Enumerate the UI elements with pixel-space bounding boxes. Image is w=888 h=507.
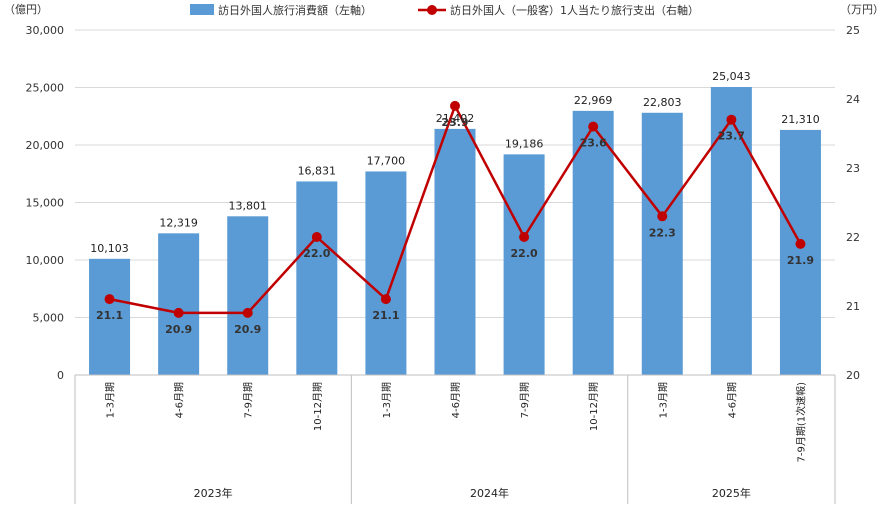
line-value-label: 23.7	[718, 130, 745, 143]
category-label: 4-6月期	[726, 382, 738, 418]
category-label: 7-9月期	[519, 382, 531, 418]
line-point	[242, 307, 253, 318]
category-label: 10-12月期	[588, 382, 600, 431]
left-axis-tick-label: 25,000	[26, 82, 65, 95]
bar-value-label: 12,319	[159, 216, 198, 229]
right-axis-tick-label: 22	[846, 231, 860, 244]
left-axis-tick-label: 10,000	[26, 254, 65, 267]
line-point	[450, 100, 460, 111]
bar-value-label: 17,700	[367, 154, 406, 167]
line-point	[588, 121, 599, 132]
legend-bar-label: 訪日外国人旅行消費額（左軸）	[218, 3, 372, 17]
line-value-label: 20.9	[165, 323, 192, 336]
bar-series	[89, 87, 821, 376]
line-point	[657, 211, 668, 222]
line-point	[311, 232, 322, 242]
line-point	[380, 294, 391, 305]
line-series	[104, 100, 806, 318]
right-axis-tick-label: 21	[846, 300, 860, 313]
right-axis-tick-label: 23	[846, 162, 860, 175]
bar-value-label: 25,043	[712, 70, 751, 83]
year-label: 2024年	[470, 486, 509, 500]
category-label: 7-9月期	[243, 382, 255, 418]
year-label: 2023年	[194, 486, 233, 500]
line-value-label: 23.6	[580, 137, 607, 150]
bar	[434, 128, 476, 375]
left-axis-tick-label: 5,000	[33, 312, 65, 325]
category-label: 10-12月期	[312, 382, 324, 431]
line-value-label: 23.9	[441, 116, 468, 129]
legend: 訪日外国人旅行消費額（左軸） 訪日外国人（一般客）1人当たり旅行支出（右軸）	[190, 3, 699, 17]
right-axis-tick-label: 25	[846, 24, 860, 37]
category-label: 4-6月期	[174, 382, 186, 418]
right-axis-tick-label: 20	[846, 369, 860, 382]
bar-value-label: 22,969	[574, 94, 613, 107]
bar	[227, 216, 269, 375]
legend-bar-swatch	[190, 4, 214, 15]
left-axis-tick-label: 30,000	[26, 24, 65, 37]
line-point	[726, 114, 737, 125]
bar	[572, 110, 614, 375]
bar	[296, 181, 338, 375]
line-value-label: 22.0	[303, 247, 330, 260]
line-value-label: 21.1	[96, 309, 123, 322]
bar-value-label: 16,831	[298, 164, 337, 177]
bar-value-label: 21,402	[436, 112, 475, 125]
right-axis-tick-label: 24	[846, 93, 860, 106]
legend-line-marker	[427, 5, 437, 15]
category-label: 4-6月期	[450, 382, 462, 418]
line-point	[519, 232, 530, 242]
bar	[779, 129, 821, 375]
bar-value-label: 21,310	[781, 113, 820, 126]
bar-value-label: 22,803	[643, 96, 682, 109]
left-axis-tick-label: 0	[57, 369, 64, 382]
category-label: 7-9月期(1次速報)	[794, 382, 807, 463]
line-value-label: 21.1	[372, 309, 399, 322]
bar-value-label: 19,186	[505, 137, 544, 150]
category-label: 1-3月期	[657, 382, 669, 418]
axes: 0 5,000 10,000 15,000 20,000 25,000 30,000 20 21…	[26, 24, 860, 504]
data-labels: 10,103 12,319 13,801 16,831 17,700 21,402 19,1…	[90, 70, 819, 336]
bar	[89, 258, 131, 375]
line-value-label: 21.9	[787, 254, 814, 267]
legend-line-label: 訪日外国人（一般客）1人当たり旅行支出（右軸）	[450, 3, 699, 17]
line-value-label: 22.0	[511, 247, 538, 260]
year-label: 2025年	[712, 486, 751, 500]
bar	[365, 171, 407, 375]
line-point	[173, 307, 184, 318]
right-axis-unit: （万円）	[840, 3, 884, 16]
left-axis-tick-label: 20,000	[26, 139, 65, 152]
bar	[503, 154, 545, 375]
bar-value-label: 13,801	[228, 199, 267, 212]
bar	[641, 112, 683, 375]
line-value-label: 22.3	[649, 226, 676, 239]
bar	[158, 233, 200, 375]
bar-value-label: 10,103	[90, 242, 129, 255]
left-axis-unit: （億円）	[4, 3, 48, 16]
category-label: 1-3月期	[381, 382, 393, 418]
left-axis-tick-label: 15,000	[26, 197, 65, 210]
category-label: 1-3月期	[105, 382, 117, 418]
bar	[710, 87, 752, 376]
line-point	[104, 294, 115, 305]
line-point	[795, 238, 806, 249]
line-value-label: 20.9	[234, 323, 261, 336]
